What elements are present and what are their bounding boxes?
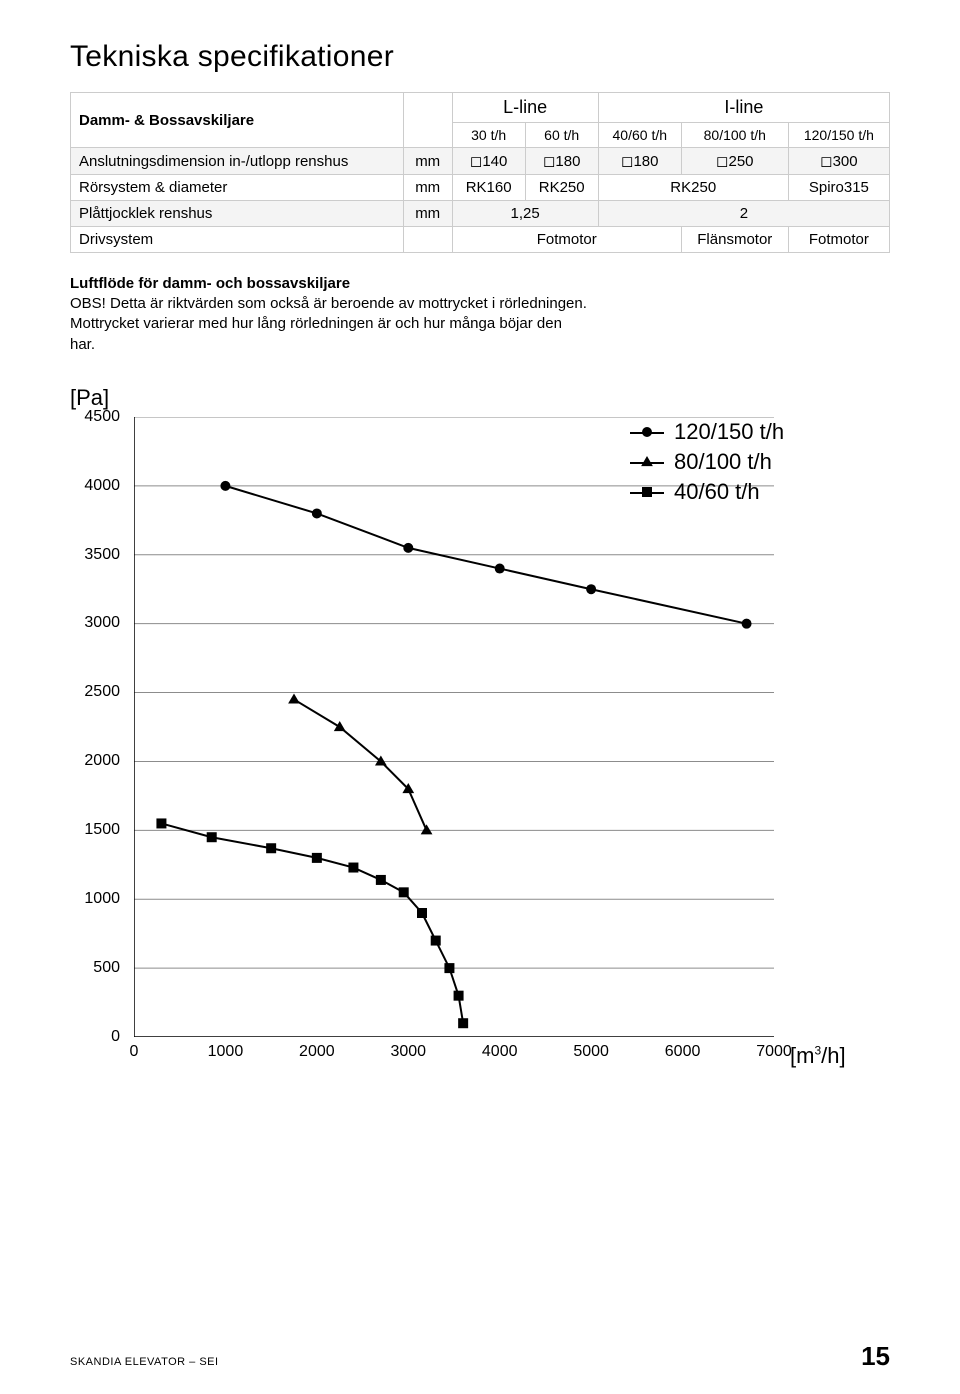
footer: SKANDIA ELEVATOR – SEI 15	[70, 1341, 890, 1372]
subsection-title: Luftflöde för damm- och bossavskiljare	[70, 275, 890, 292]
y-tick-label: 4500	[60, 408, 120, 426]
plot-area	[134, 417, 774, 1037]
page-title: Tekniska specifikationer	[70, 40, 890, 74]
table-row: Rörsystem & diametermmRK160RK250RK250Spi…	[71, 175, 890, 201]
sub-col-header: 40/60 t/h	[598, 123, 681, 148]
table-rowhead: Damm- & Bossavskiljare	[71, 93, 404, 148]
legend-item: 40/60 t/h	[630, 477, 784, 507]
y-tick-label: 3000	[60, 614, 120, 632]
table-row: Plåttjocklek renshusmm1,252	[71, 201, 890, 227]
group-i-line: I-line	[598, 93, 889, 123]
y-tick-label: 2000	[60, 752, 120, 770]
page: Tekniska specifikationer Damm- & Bossavs…	[0, 0, 960, 1394]
x-tick-label: 5000	[573, 1043, 609, 1061]
y-tick-label: 3500	[60, 546, 120, 564]
x-tick-label: 0	[130, 1043, 139, 1061]
legend-label: 40/60 t/h	[674, 479, 760, 505]
page-number: 15	[861, 1341, 890, 1372]
legend-label: 80/100 t/h	[674, 449, 772, 475]
sub-col-header: 120/150 t/h	[788, 123, 889, 148]
table-body: Anslutningsdimension in-/utlopp renshusm…	[71, 148, 890, 253]
cell: RK250	[525, 175, 598, 201]
row-unit: mm	[403, 175, 452, 201]
legend-marker	[630, 485, 664, 499]
row-unit	[403, 227, 452, 253]
legend-marker	[630, 425, 664, 439]
cell: RK160	[452, 175, 525, 201]
x-tick-label: 6000	[665, 1043, 701, 1061]
row-unit: mm	[403, 201, 452, 227]
row-label: Drivsystem	[71, 227, 404, 253]
cell: Spiro315	[788, 175, 889, 201]
legend-item: 80/100 t/h	[630, 447, 784, 477]
cell: ◻250	[681, 148, 788, 175]
cell: Flänsmotor	[681, 227, 788, 253]
chart: 450040003500300025002000150010005000 010…	[70, 417, 890, 1065]
note-text: OBS! Detta är riktvärden som också är be…	[70, 294, 590, 355]
sub-col-header: 80/100 t/h	[681, 123, 788, 148]
x-tick-label: 4000	[482, 1043, 518, 1061]
unit-header	[403, 93, 452, 148]
y-axis-label: [Pa]	[70, 385, 890, 411]
legend-label: 120/150 t/h	[674, 419, 784, 445]
x-tick-label: 3000	[390, 1043, 426, 1061]
table-row: Drivsystem FotmotorFlänsmotorFotmotor	[71, 227, 890, 253]
sub-col-header: 30 t/h	[452, 123, 525, 148]
cell: Fotmotor	[452, 227, 681, 253]
x-tick-label: 2000	[299, 1043, 335, 1061]
x-ticks: 01000200030004000500060007000	[134, 1037, 774, 1065]
cell: 1,25	[452, 201, 598, 227]
sub-col-header: 60 t/h	[525, 123, 598, 148]
row-unit: mm	[403, 148, 452, 175]
y-tick-label: 1000	[60, 890, 120, 908]
footer-left: SKANDIA ELEVATOR – SEI	[70, 1356, 219, 1368]
legend-marker	[630, 455, 664, 469]
y-tick-label: 2500	[60, 683, 120, 701]
y-tick-label: 500	[60, 959, 120, 977]
y-tick-label: 4000	[60, 477, 120, 495]
x-tick-label: 7000	[756, 1043, 792, 1061]
y-tick-label: 1500	[60, 821, 120, 839]
legend-item: 120/150 t/h	[630, 417, 784, 447]
cell: RK250	[598, 175, 788, 201]
cell: ◻180	[598, 148, 681, 175]
group-l-line: L-line	[452, 93, 598, 123]
cell: Fotmotor	[788, 227, 889, 253]
row-label: Anslutningsdimension in-/utlopp renshus	[71, 148, 404, 175]
x-tick-label: 1000	[208, 1043, 244, 1061]
chart-svg	[134, 417, 774, 1037]
y-tick-label: 0	[60, 1028, 120, 1046]
cell: ◻140	[452, 148, 525, 175]
row-label: Plåttjocklek renshus	[71, 201, 404, 227]
table-row: Anslutningsdimension in-/utlopp renshusm…	[71, 148, 890, 175]
cell: 2	[598, 201, 889, 227]
spec-table: Damm- & Bossavskiljare L-line I-line 30 …	[70, 92, 890, 253]
legend: 120/150 t/h 80/100 t/h 40/60 t/h	[630, 417, 784, 507]
cell: ◻300	[788, 148, 889, 175]
row-label: Rörsystem & diameter	[71, 175, 404, 201]
x-axis-label: [m3/h]	[790, 1043, 846, 1069]
cell: ◻180	[525, 148, 598, 175]
